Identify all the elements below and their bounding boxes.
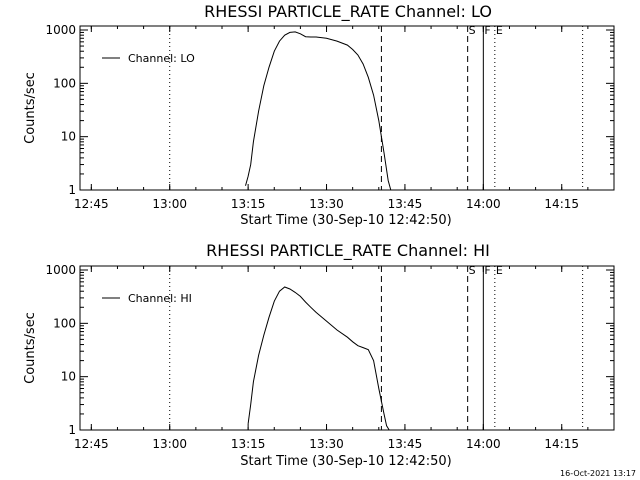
y-tick-label: 1	[68, 423, 76, 437]
x-tick-label: 13:30	[309, 197, 344, 211]
x-tick-label: 14:00	[466, 197, 501, 211]
x-tick-label: 13:15	[231, 197, 266, 211]
y-tick-label: 10	[61, 370, 76, 384]
x-tick-label: 13:30	[309, 437, 344, 451]
x-tick-label: 12:45	[74, 197, 109, 211]
x-tick-label: 14:15	[544, 197, 579, 211]
x-axis-label: Start Time (30-Sep-10 12:42:50)	[240, 454, 451, 469]
marker-label: S	[469, 264, 476, 277]
marker-label: E	[496, 264, 503, 277]
x-tick-label: 13:45	[388, 197, 423, 211]
series	[245, 31, 392, 191]
plot-frame	[79, 25, 615, 191]
y-tick-label: 100	[53, 316, 76, 330]
ticks: 12:45 13:00 13:15 13:30 13:45 14:00 14:15 1 10 10…	[45, 23, 615, 211]
marker-label: E	[496, 24, 503, 37]
legend-entry: Channel: LO	[128, 52, 195, 65]
ticks: 12:45 13:00 13:15 13:30 13:45 14:00 14:15 1 10 10…	[45, 263, 615, 451]
y-tick-label: 10	[61, 130, 76, 144]
plot-frame	[79, 265, 615, 431]
y-tick-label: 1000	[45, 23, 76, 37]
x-tick-label: 12:45	[74, 437, 109, 451]
x-tick-label: 13:15	[231, 437, 266, 451]
series-line	[247, 286, 390, 431]
series-line	[245, 31, 392, 191]
marker-label: S	[469, 24, 476, 37]
x-tick-label: 13:45	[388, 437, 423, 451]
timestamp: 16-Oct-2021 13:17	[560, 469, 636, 478]
x-tick-label: 13:00	[152, 437, 187, 451]
y-axis-label: Counts/sec	[23, 72, 38, 144]
y-tick-label: 1	[68, 183, 76, 197]
chart-title: RHESSI PARTICLE_RATE Channel: LO	[204, 2, 492, 22]
chart-title: RHESSI PARTICLE_RATE Channel: HI	[206, 241, 490, 261]
y-axis-label: Counts/sec	[23, 312, 38, 384]
x-tick-label: 14:15	[544, 437, 579, 451]
series	[247, 286, 390, 431]
x-tick-label: 14:00	[466, 437, 501, 451]
x-axis-label: Start Time (30-Sep-10 12:42:50)	[240, 213, 451, 228]
marker-label: F	[484, 24, 490, 37]
x-tick-label: 13:00	[152, 197, 187, 211]
y-tick-label: 1000	[45, 263, 76, 277]
y-tick-label: 100	[53, 76, 76, 90]
legend-entry: Channel: HI	[128, 292, 192, 305]
marker-label: F	[484, 264, 490, 277]
